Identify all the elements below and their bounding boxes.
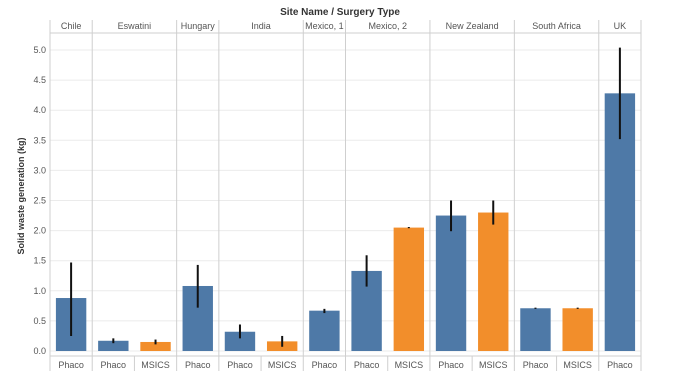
x-tick-label: MSICS [479, 360, 508, 370]
x-tick-label: MSICS [395, 360, 424, 370]
y-tick-label: 4.5 [33, 75, 46, 85]
site-header-label: India [251, 21, 271, 31]
site-header-label: New Zealand [446, 21, 499, 31]
bar [478, 212, 509, 351]
site-header-label: UK [614, 21, 627, 31]
x-tick-label: Phaco [354, 360, 380, 370]
y-tick-label: 1.5 [33, 256, 46, 266]
bar [393, 227, 425, 351]
site-header-label: Eswatini [118, 21, 152, 31]
y-tick-label: 4.0 [33, 105, 46, 115]
site-header-label: South Africa [532, 21, 581, 31]
x-tick-label: Phaco [312, 360, 338, 370]
site-header-label: Hungary [181, 21, 216, 31]
x-tick-label: MSICS [563, 360, 592, 370]
bar [140, 341, 171, 351]
x-tick-label: Phaco [185, 360, 211, 370]
y-axis-label: Solid waste generation (kg) [16, 137, 26, 254]
panel-frame [49, 20, 642, 371]
x-tick-label: Phaco [438, 360, 464, 370]
bar [98, 340, 129, 351]
y-tick-label: 5.0 [33, 45, 46, 55]
x-tick-label: Phaco [227, 360, 253, 370]
y-tick-label: 0.5 [33, 316, 46, 326]
y-tick-label: 3.5 [33, 135, 46, 145]
y-tick-label: 2.5 [33, 196, 46, 206]
bar [435, 215, 467, 351]
y-tick-label: 0.0 [33, 346, 46, 356]
x-tick-label: Phaco [101, 360, 127, 370]
axis-labels: 0.0 0.5 1.0 1.5 2.0 2.5 3.0 3.5 4.0 4.5 5.0 Chile Ph… [33, 21, 632, 370]
x-tick-label: Phaco [523, 360, 549, 370]
y-tick-label: 1.0 [33, 286, 46, 296]
bar [309, 310, 340, 351]
error-bars [70, 47, 621, 347]
bar [224, 331, 256, 351]
y-tick-label: 3.0 [33, 165, 46, 175]
bar [562, 308, 593, 351]
x-tick-label: MSICS [268, 360, 297, 370]
chart-title: Site Name / Surgery Type [280, 7, 400, 18]
x-tick-label: MSICS [141, 360, 170, 370]
x-tick-label: Phaco [58, 360, 84, 370]
site-header-label: Mexico, 2 [368, 21, 407, 31]
y-tick-label: 2.0 [33, 226, 46, 236]
bar [520, 308, 551, 351]
site-header-label: Mexico, 1 [305, 21, 344, 31]
site-header-label: Chile [61, 21, 82, 31]
x-tick-label: Phaco [607, 360, 633, 370]
